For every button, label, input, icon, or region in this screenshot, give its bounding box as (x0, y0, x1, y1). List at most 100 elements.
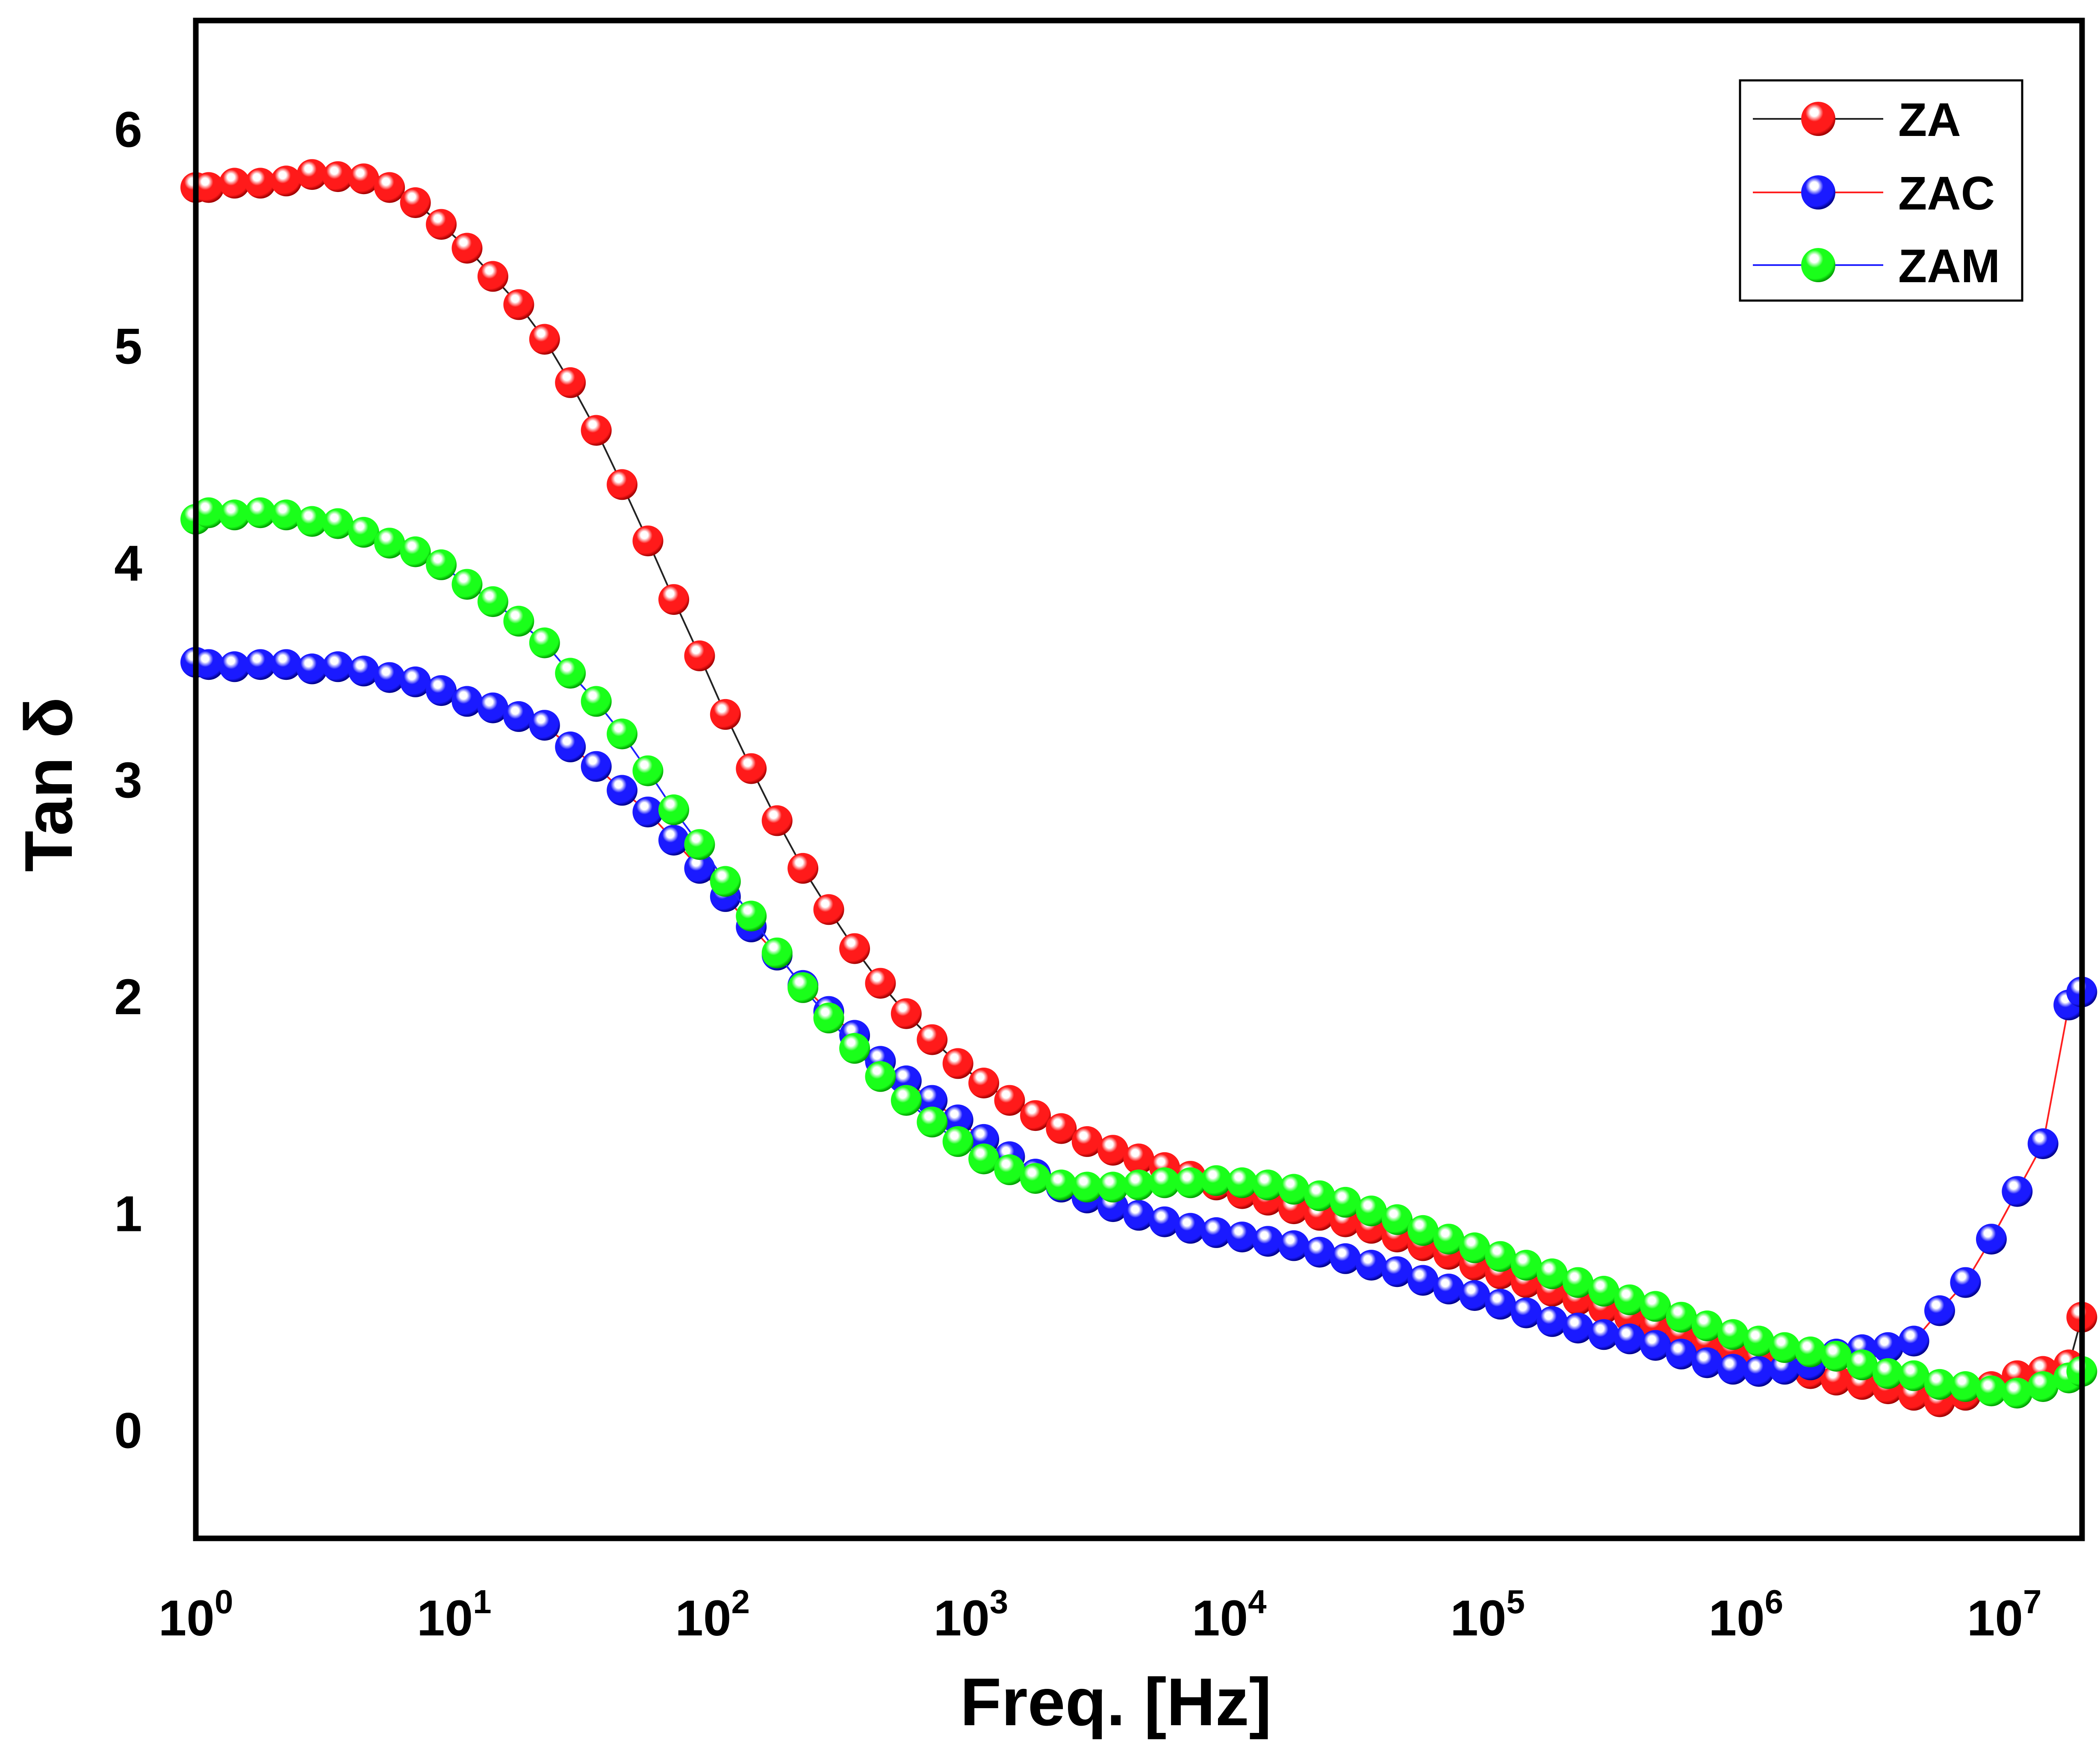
data-point-zam (1330, 1186, 1361, 1218)
data-point-zac (2027, 1128, 2059, 1159)
data-point-zam (322, 508, 354, 539)
data-point-zam (1537, 1258, 1568, 1290)
data-point-za (529, 324, 560, 355)
data-point-zam (968, 1143, 1000, 1175)
data-point-zam (788, 972, 819, 1003)
data-point-zam (1666, 1301, 1697, 1333)
x-tick-label: 102 (675, 1583, 750, 1647)
data-point-za (1097, 1135, 1129, 1166)
data-point-zam (1278, 1174, 1310, 1205)
data-point-za (632, 525, 664, 557)
data-point-zam (374, 528, 405, 559)
data-point-zam (477, 586, 508, 617)
data-point-zam (1873, 1358, 1904, 1389)
data-point-zam (1433, 1224, 1464, 1255)
data-point-za (322, 161, 354, 192)
series-layer (180, 159, 2097, 1417)
data-point-zac (1123, 1200, 1154, 1231)
y-axis-ticks: 0 1 2 3 4 5 6 (114, 102, 142, 1459)
data-point-za (1071, 1126, 1103, 1157)
data-point-zac (1304, 1237, 1335, 1268)
data-point-zac (1175, 1213, 1206, 1244)
data-point-zac (632, 797, 664, 828)
y-axis-title: Tan δ (11, 697, 86, 872)
x-tick-label: 103 (934, 1583, 1009, 1647)
legend-marker-zac (1801, 175, 1835, 210)
legend-label-zac: ZAC (1898, 167, 1995, 220)
y-tick-label: 5 (114, 319, 142, 375)
data-point-za (426, 209, 457, 240)
data-point-za (400, 187, 431, 218)
data-point-zac (1640, 1330, 1671, 1361)
data-point-zac (348, 655, 379, 687)
data-point-zam (658, 794, 689, 825)
data-point-zam (1175, 1167, 1206, 1198)
data-point-zam (1924, 1369, 1955, 1400)
data-point-za (245, 168, 276, 199)
data-point-zac (503, 701, 534, 732)
data-point-zam (1252, 1169, 1283, 1201)
data-point-zac (477, 692, 508, 723)
data-point-zam (1588, 1275, 1619, 1307)
data-point-za (710, 699, 741, 730)
data-point-zac (1511, 1297, 1542, 1328)
data-point-zac (607, 775, 638, 806)
data-point-zam (1743, 1325, 1774, 1357)
data-point-za (788, 853, 819, 884)
data-point-zac (426, 675, 457, 706)
data-point-zac (1976, 1224, 2007, 1255)
data-point-za (271, 165, 302, 197)
data-point-za (968, 1068, 1000, 1098)
data-point-zac (581, 751, 612, 782)
data-point-zam (1511, 1250, 1542, 1281)
data-point-zam (736, 900, 767, 932)
data-point-zam (942, 1126, 973, 1157)
data-point-za (477, 261, 508, 292)
y-tick-label: 1 (114, 1186, 142, 1242)
data-point-zam (1382, 1204, 1413, 1235)
data-point-za (839, 933, 870, 964)
data-point-za (736, 753, 767, 784)
data-point-zac (1485, 1289, 1516, 1320)
y-tick-label: 6 (114, 102, 142, 158)
data-point-zac (1743, 1356, 1774, 1387)
data-point-zam (1020, 1163, 1051, 1194)
data-point-zam (1485, 1241, 1516, 1272)
data-point-zam (271, 499, 302, 531)
data-point-zam (994, 1154, 1025, 1185)
data-point-zam (1097, 1172, 1129, 1203)
data-point-za (193, 172, 224, 203)
data-point-zac (2002, 1176, 2033, 1207)
data-point-zam (400, 536, 431, 567)
data-point-zam (607, 718, 638, 750)
data-point-zam (296, 506, 327, 537)
data-point-za (658, 584, 689, 615)
data-point-zac (555, 731, 586, 762)
data-point-za (1020, 1100, 1051, 1131)
data-point-zam (710, 866, 741, 897)
data-point-zam (1846, 1349, 1878, 1381)
data-point-zac (917, 1085, 948, 1116)
data-point-za (219, 168, 250, 199)
data-point-zam (632, 755, 664, 786)
data-point-zam (1123, 1169, 1154, 1201)
y-tick-label: 3 (114, 752, 142, 809)
data-point-zam (529, 627, 560, 658)
data-point-zac (658, 825, 689, 856)
data-point-zac (1149, 1206, 1180, 1237)
data-point-za (581, 415, 612, 446)
data-point-zam (865, 1061, 896, 1092)
data-point-zam (1407, 1215, 1439, 1246)
data-point-zac (1666, 1338, 1697, 1369)
data-point-zac (1950, 1267, 1981, 1298)
y-tick-label: 4 (114, 535, 142, 592)
plot-frame (193, 18, 2085, 1541)
data-point-za (942, 1048, 973, 1079)
data-point-zam (581, 686, 612, 717)
data-point-zac (1407, 1265, 1439, 1296)
data-point-zac (245, 649, 276, 680)
legend: ZA ZAC ZAM (1739, 79, 2023, 302)
x-tick-label: 105 (1450, 1583, 1525, 1647)
data-point-zac (1227, 1222, 1258, 1253)
data-point-zac (219, 651, 250, 682)
